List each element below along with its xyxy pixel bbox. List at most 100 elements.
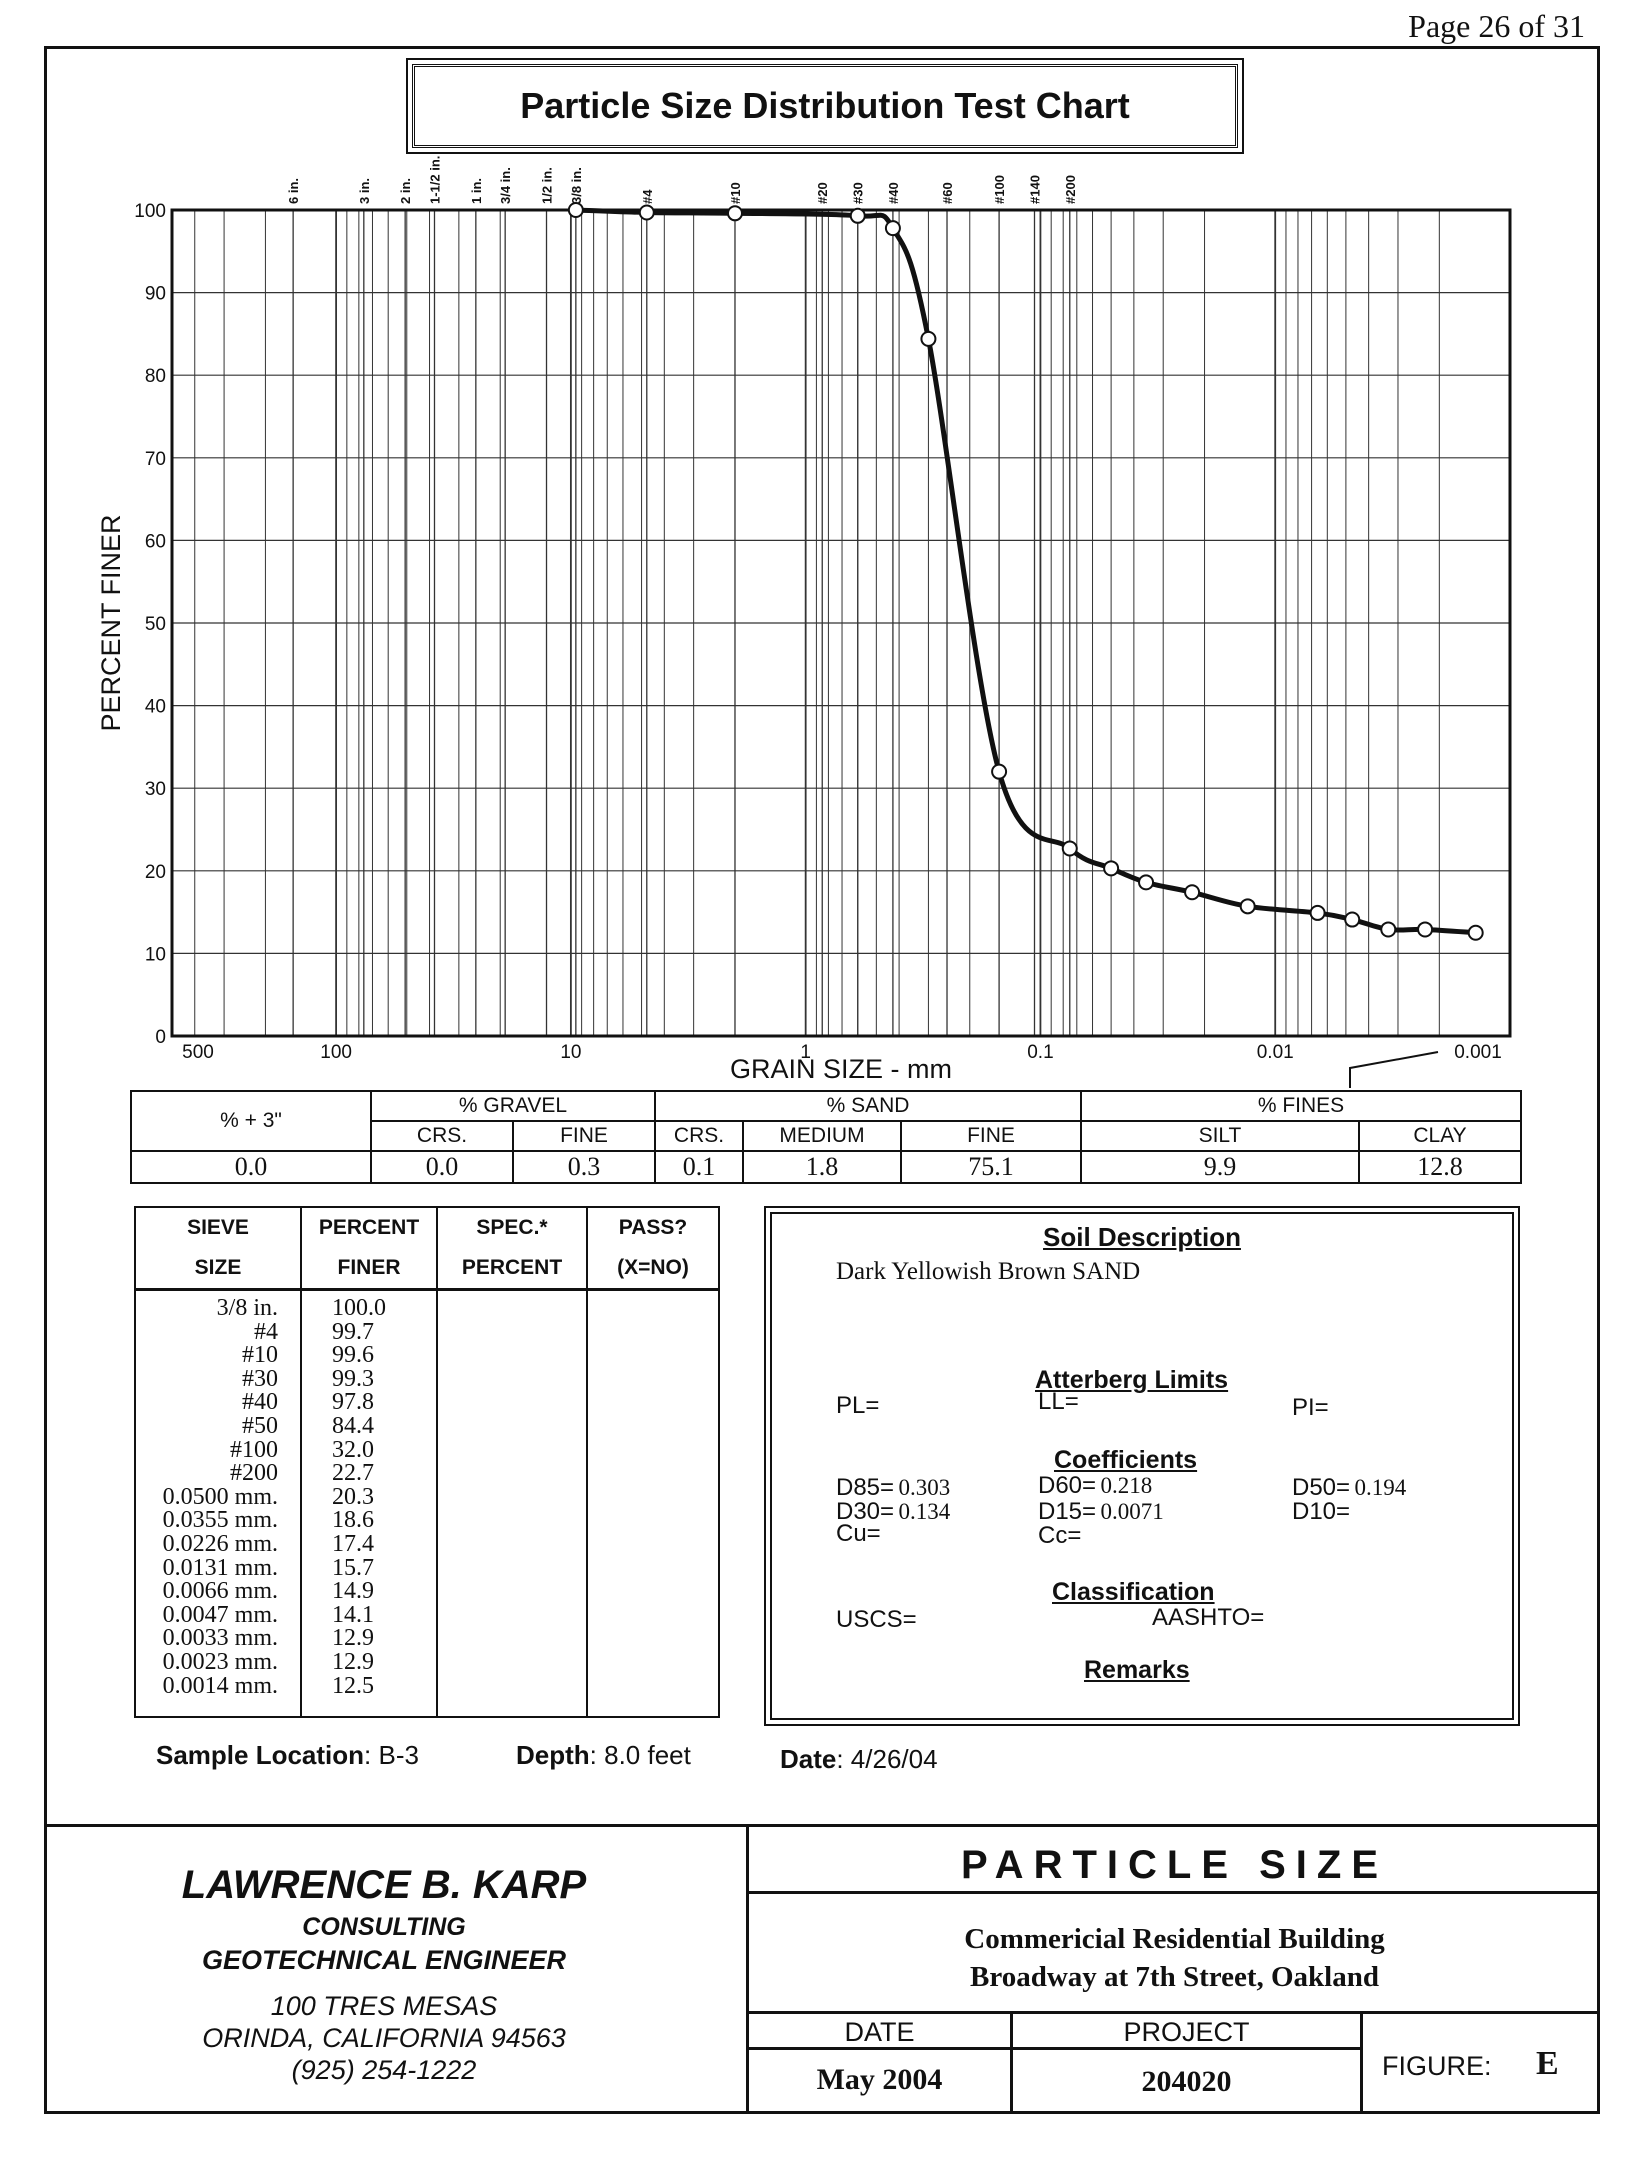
y-tick-label: 30 — [145, 779, 166, 800]
company-line2: GEOTECHNICAL ENGINEER — [201, 1945, 567, 1975]
plot-area-border — [170, 208, 1512, 1038]
project-name-line2: Broadway at 7th Street, Oakland — [970, 1961, 1379, 1993]
fines-header: % FINES — [1080, 1090, 1522, 1122]
sample-depth: Depth: 8.0 feet — [516, 1740, 691, 1771]
y-tick-label: 40 — [145, 697, 166, 718]
pass-header: PASS? — [618, 1216, 688, 1239]
data-point — [1344, 911, 1361, 928]
y-tick-label: 10 — [145, 944, 166, 965]
company-name: LAWRENCE B. KARP — [181, 1863, 587, 1907]
gradation-curve — [575, 207, 1476, 936]
report-heading: PARTICLE SIZE — [960, 1843, 1389, 1887]
spec-values — [437, 1289, 588, 1717]
data-point — [1103, 860, 1120, 877]
data-point — [1417, 921, 1434, 938]
d50-row: D50= 0.194 — [1292, 1474, 1406, 1502]
fractions-table: % + 3" % GRAVEL % SAND % FINES CRS. FINE… — [130, 1090, 1522, 1184]
sample-location: Sample Location: B-3 — [156, 1740, 419, 1771]
x-tick-label: 0.01 — [1257, 1042, 1294, 1063]
sand-fine-header: FINE — [900, 1120, 1082, 1152]
data-point — [991, 763, 1008, 780]
sieve-label: 1-1/2 in. — [427, 156, 442, 204]
sand-coarse-header: CRS. — [654, 1120, 744, 1152]
sieve-label: 6 in. — [286, 178, 301, 204]
x-tick-label: 0.001 — [1454, 1042, 1502, 1063]
x-tick-label: 1 — [800, 1042, 811, 1063]
data-point — [1061, 840, 1078, 857]
title-block-divider — [746, 1827, 749, 2114]
d15-value: 0.0071 — [1100, 1499, 1164, 1524]
spec-percent-header: PERCENT — [437, 1248, 588, 1291]
sieve-label: #200 — [1063, 175, 1078, 204]
figure-label: FIGURE: — [1382, 2051, 1492, 2081]
chart-grid — [171, 209, 1511, 1037]
size-header: SIZE — [135, 1248, 302, 1291]
chart-title: Particle Size Distribution Test Chart — [406, 58, 1244, 154]
sample-location-value: : B-3 — [364, 1740, 419, 1770]
data-point — [920, 330, 937, 347]
data-point — [1138, 874, 1155, 891]
page-number: Page 26 of 31 — [1408, 8, 1585, 44]
sieve-label: #40 — [886, 182, 901, 204]
d30-value: 0.134 — [898, 1499, 951, 1524]
ll-label: LL= — [1038, 1388, 1079, 1415]
d15-label: D15= — [1038, 1498, 1097, 1525]
y-tick-label: 70 — [145, 449, 166, 470]
soil-description-text: Dark Yellowish Brown SAND — [836, 1258, 1141, 1285]
depth-label: Depth — [516, 1740, 590, 1770]
date-divider — [1010, 2011, 1013, 2114]
company-line1: CONSULTING — [302, 1913, 466, 1941]
gravel-coarse-header: CRS. — [370, 1120, 514, 1152]
atterberg-title: Atterberg Limits — [1035, 1366, 1229, 1394]
data-point — [1380, 921, 1397, 938]
aashto-label: AASHTO= — [1152, 1604, 1265, 1631]
spec-header: SPEC.* — [437, 1207, 588, 1248]
sand-header: % SAND — [654, 1090, 1082, 1122]
data-point — [1309, 904, 1326, 921]
company-phone: (925) 254-1222 — [291, 2055, 477, 2085]
sieve-label: #30 — [851, 182, 866, 204]
d85-value: 0.303 — [898, 1475, 951, 1500]
d50-label: D50= — [1292, 1474, 1351, 1501]
silt-header: SILT — [1080, 1120, 1360, 1152]
d60-label: D60= — [1038, 1472, 1097, 1499]
d60-row: D60= 0.218 — [1038, 1472, 1152, 1500]
percent-finer-values: 100.0 99.7 99.6 99.3 97.8 84.4 32.0 22.7… — [301, 1289, 438, 1717]
date-value: : 4/26/04 — [836, 1744, 938, 1774]
x-tick-label: 0.1 — [1027, 1042, 1053, 1063]
pass-xno-header: (X=NO) — [587, 1248, 719, 1291]
d30-label: D30= — [836, 1498, 895, 1525]
data-point — [567, 202, 584, 218]
project-field-label: PROJECT — [1123, 2017, 1250, 2047]
page-frame — [44, 46, 1600, 2114]
pl-label: PL= — [836, 1392, 880, 1419]
data-point — [849, 207, 866, 224]
pi-label: PI= — [1292, 1394, 1329, 1421]
project-field-value: 204020 — [1141, 2065, 1232, 2098]
sieve-label: #60 — [940, 182, 955, 204]
sieve-sizes: 3/8 in. #4 #10 #30 #40 #50 #100 #200 0.0… — [135, 1289, 302, 1717]
cc-label: Cc= — [1038, 1522, 1082, 1549]
x-tick-labels: 500 100 10 1 0.1 0.01 0.001 — [182, 1042, 1502, 1063]
gravel-fine-header: FINE — [512, 1120, 656, 1152]
y-axis-label: PERCENT FINER — [96, 514, 126, 731]
data-point — [726, 205, 743, 222]
company-address1: 100 TRES MESAS — [270, 1991, 498, 2021]
d60-value: 0.218 — [1100, 1473, 1153, 1498]
sieve-label: 1/2 in. — [540, 167, 555, 204]
data-point — [1467, 924, 1484, 941]
d15-row: D15= 0.0071 — [1038, 1498, 1164, 1526]
remarks-title: Remarks — [1084, 1656, 1190, 1684]
depth-value: : 8.0 feet — [589, 1740, 691, 1770]
gravel-coarse-value: 0.0 — [370, 1150, 514, 1184]
d30-row: D30= 0.134 — [836, 1498, 950, 1526]
sieve-labels: 6 in. 3 in. 2 in. 1-1/2 in. 1 in. 3/4 in. 1/2 … — [286, 156, 1078, 1036]
soil-description-box: Soil Description Dark Yellowish Brown SA… — [764, 1206, 1520, 1726]
soil-description-title: Soil Description — [1043, 1222, 1241, 1252]
sand-medium-header: MEDIUM — [742, 1120, 902, 1152]
date-field-label: DATE — [844, 2017, 915, 2047]
gravel-fine-value: 0.3 — [512, 1150, 656, 1184]
figure-value: E — [1536, 2045, 1559, 2082]
y-tick-label: 60 — [145, 531, 166, 552]
y-tick-label: 100 — [134, 201, 166, 222]
